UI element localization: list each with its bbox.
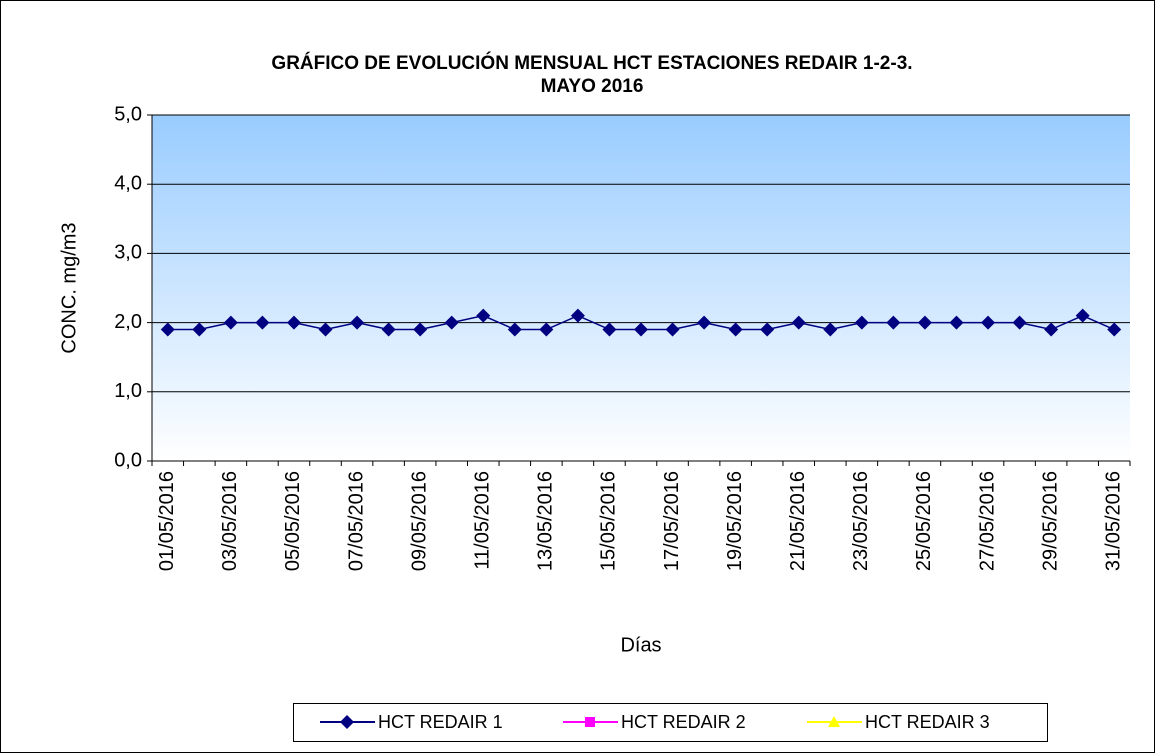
data-point	[728, 322, 743, 337]
data-point	[665, 322, 680, 337]
data-point	[1075, 308, 1090, 323]
x-tick-label: 29/05/2016	[1039, 471, 1061, 571]
x-tick-label: 07/05/2016	[345, 471, 367, 571]
data-point	[1012, 315, 1027, 330]
x-tick-label: 23/05/2016	[850, 471, 872, 571]
legend-label: HCT REDAIR 3	[865, 712, 990, 732]
data-point	[886, 315, 901, 330]
x-tick-label: 19/05/2016	[724, 471, 746, 571]
data-point	[760, 322, 775, 337]
x-tick-label: 17/05/2016	[661, 471, 683, 571]
data-point	[476, 308, 491, 323]
x-tick-label: 27/05/2016	[976, 471, 998, 571]
data-point	[413, 322, 428, 337]
data-point	[318, 322, 333, 337]
data-point	[1107, 322, 1122, 337]
data-point	[634, 322, 648, 337]
legend-marker	[340, 715, 354, 729]
y-axis-label: CONC. mg/m3	[58, 222, 80, 353]
data-point	[192, 322, 207, 337]
x-tick-label: 03/05/2016	[219, 471, 241, 571]
legend	[293, 703, 1048, 742]
data-point	[823, 322, 838, 337]
data-point	[949, 315, 964, 330]
y-tick-label: 0,0	[114, 449, 142, 471]
data-point	[381, 322, 396, 337]
data-point	[1044, 322, 1059, 337]
x-tick-label: 31/05/2016	[1103, 471, 1125, 571]
data-point	[791, 315, 806, 330]
legend-label: HCT REDAIR 2	[621, 712, 746, 732]
data-point	[160, 322, 175, 337]
y-tick-label: 4,0	[114, 172, 142, 194]
x-axis-label: Días	[620, 634, 661, 656]
data-point	[350, 315, 365, 330]
data-point	[223, 315, 238, 330]
chart-title: MAYO 2016	[541, 76, 644, 97]
legend-marker	[828, 716, 840, 727]
data-point	[507, 322, 522, 337]
x-tick-label: 21/05/2016	[787, 471, 809, 571]
y-tick-label: 1,0	[114, 380, 142, 402]
x-tick-label: 05/05/2016	[282, 471, 304, 571]
data-point	[697, 315, 712, 330]
x-tick-label: 09/05/2016	[408, 471, 430, 571]
data-point	[854, 315, 869, 330]
x-tick-label: 11/05/2016	[472, 471, 494, 570]
chart-title: GRÁFICO DE EVOLUCIÓN MENSUAL HCT ESTACIO…	[271, 52, 912, 74]
data-point	[570, 308, 585, 323]
data-point	[539, 322, 554, 337]
x-tick-label: 15/05/2016	[598, 471, 620, 571]
x-tick-label: 01/05/2016	[156, 471, 178, 571]
legend-marker	[585, 717, 595, 727]
data-point	[602, 322, 617, 337]
data-point	[981, 315, 996, 330]
y-tick-label: 2,0	[114, 311, 142, 333]
x-tick-label: 25/05/2016	[913, 471, 935, 571]
data-point	[444, 315, 459, 330]
plot-area	[152, 115, 1130, 461]
data-point	[255, 315, 270, 330]
data-point	[286, 315, 301, 330]
x-tick-label: 13/05/2016	[535, 471, 557, 571]
y-tick-label: 5,0	[114, 103, 142, 125]
y-tick-label: 3,0	[114, 242, 142, 264]
data-point	[917, 315, 932, 330]
legend-label: HCT REDAIR 1	[378, 712, 503, 732]
